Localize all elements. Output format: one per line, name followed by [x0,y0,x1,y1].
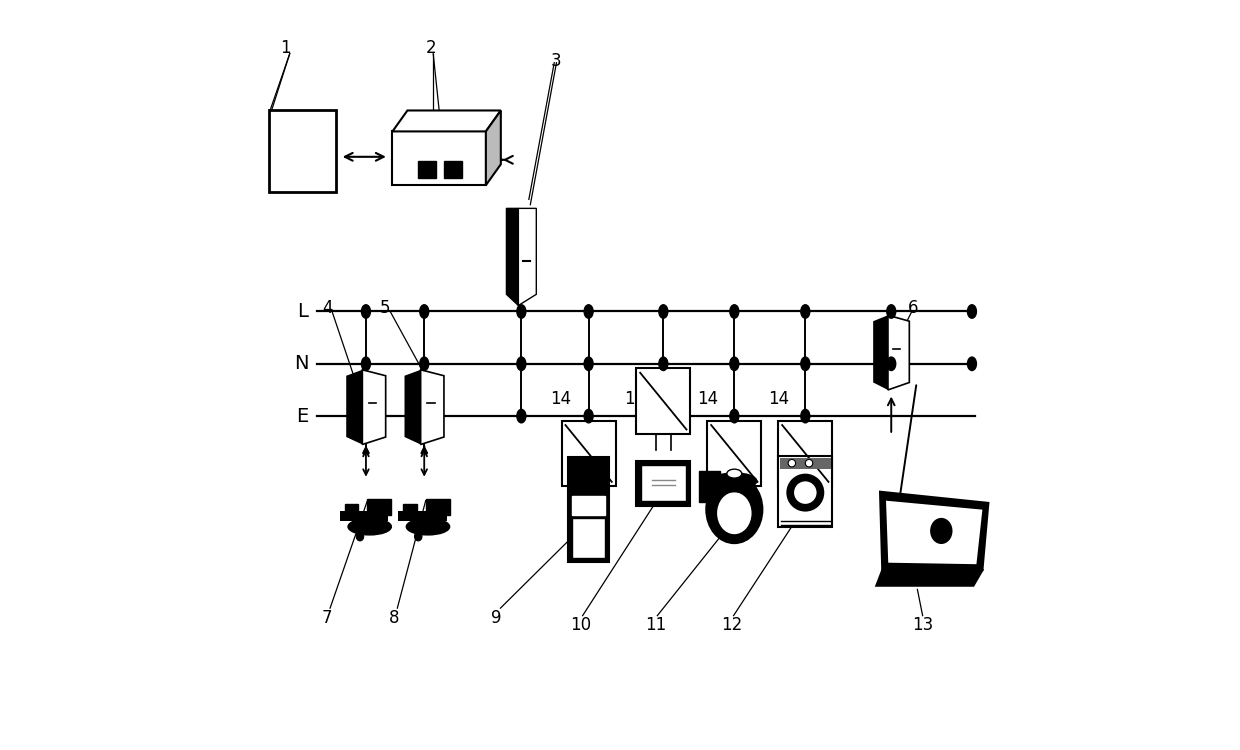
Ellipse shape [584,304,593,318]
Bar [699,471,720,502]
Bar [425,499,450,515]
Bar [780,458,831,470]
Ellipse shape [420,357,429,370]
Ellipse shape [730,304,739,318]
Ellipse shape [717,491,753,535]
Ellipse shape [789,460,796,467]
Bar [398,511,446,521]
Ellipse shape [584,410,593,423]
Text: 10: 10 [570,616,591,634]
Polygon shape [420,370,444,445]
Polygon shape [506,209,518,305]
Polygon shape [346,370,362,445]
Ellipse shape [362,357,371,370]
Text: E: E [296,406,309,425]
Bar [403,503,417,514]
Polygon shape [404,370,420,445]
Text: 6: 6 [908,298,918,316]
Bar [641,466,686,501]
Bar [572,496,605,514]
Bar [340,511,388,521]
Ellipse shape [658,304,668,318]
Text: 1: 1 [280,39,290,57]
Bar [636,461,691,506]
Bar [562,421,615,486]
Bar [568,458,609,562]
Text: 2: 2 [425,39,436,57]
Ellipse shape [373,500,386,514]
Ellipse shape [730,410,739,423]
Bar [572,518,605,558]
Ellipse shape [348,518,392,535]
Ellipse shape [801,410,810,423]
Bar [444,161,461,178]
Ellipse shape [707,476,763,543]
Ellipse shape [432,500,444,514]
Text: 9: 9 [491,609,502,627]
Ellipse shape [727,470,742,478]
Ellipse shape [584,357,593,370]
Polygon shape [888,315,909,390]
Polygon shape [877,570,982,586]
Polygon shape [518,209,537,305]
Text: 8: 8 [389,609,399,627]
Polygon shape [362,370,386,445]
Bar [779,456,832,526]
Ellipse shape [517,357,526,370]
Ellipse shape [967,357,976,370]
Ellipse shape [801,304,810,318]
Text: L: L [298,302,309,321]
Text: 3: 3 [551,53,562,70]
Text: 14: 14 [625,390,646,408]
Ellipse shape [967,304,976,318]
Polygon shape [393,110,501,131]
Ellipse shape [407,518,450,535]
Ellipse shape [356,532,363,541]
Bar [393,131,486,185]
Text: 14: 14 [769,390,790,408]
Ellipse shape [930,518,952,544]
Bar [418,161,436,178]
Bar [708,421,761,486]
Ellipse shape [712,473,756,489]
Ellipse shape [805,460,812,467]
Ellipse shape [730,357,739,370]
Ellipse shape [787,475,823,511]
Polygon shape [887,501,982,564]
Text: 7: 7 [322,609,332,627]
Ellipse shape [658,357,668,370]
Text: 11: 11 [645,616,666,634]
Ellipse shape [801,357,810,370]
Ellipse shape [794,481,817,505]
Bar [269,110,336,192]
Text: 4: 4 [322,298,332,316]
Polygon shape [880,492,988,570]
Ellipse shape [517,304,526,318]
Bar [345,503,358,514]
Bar [779,421,832,486]
Polygon shape [873,315,888,390]
Bar [367,499,392,515]
Text: N: N [294,354,309,374]
Text: 13: 13 [911,616,934,634]
Bar [636,368,691,434]
Text: 14: 14 [549,390,570,408]
Ellipse shape [887,304,895,318]
Text: 5: 5 [381,298,391,316]
Ellipse shape [420,304,429,318]
Text: 12: 12 [722,616,743,634]
Ellipse shape [414,532,422,541]
Bar [724,479,745,490]
Ellipse shape [517,410,526,423]
Text: 14: 14 [698,390,719,408]
Ellipse shape [887,357,895,370]
Polygon shape [486,110,501,185]
Ellipse shape [362,304,371,318]
